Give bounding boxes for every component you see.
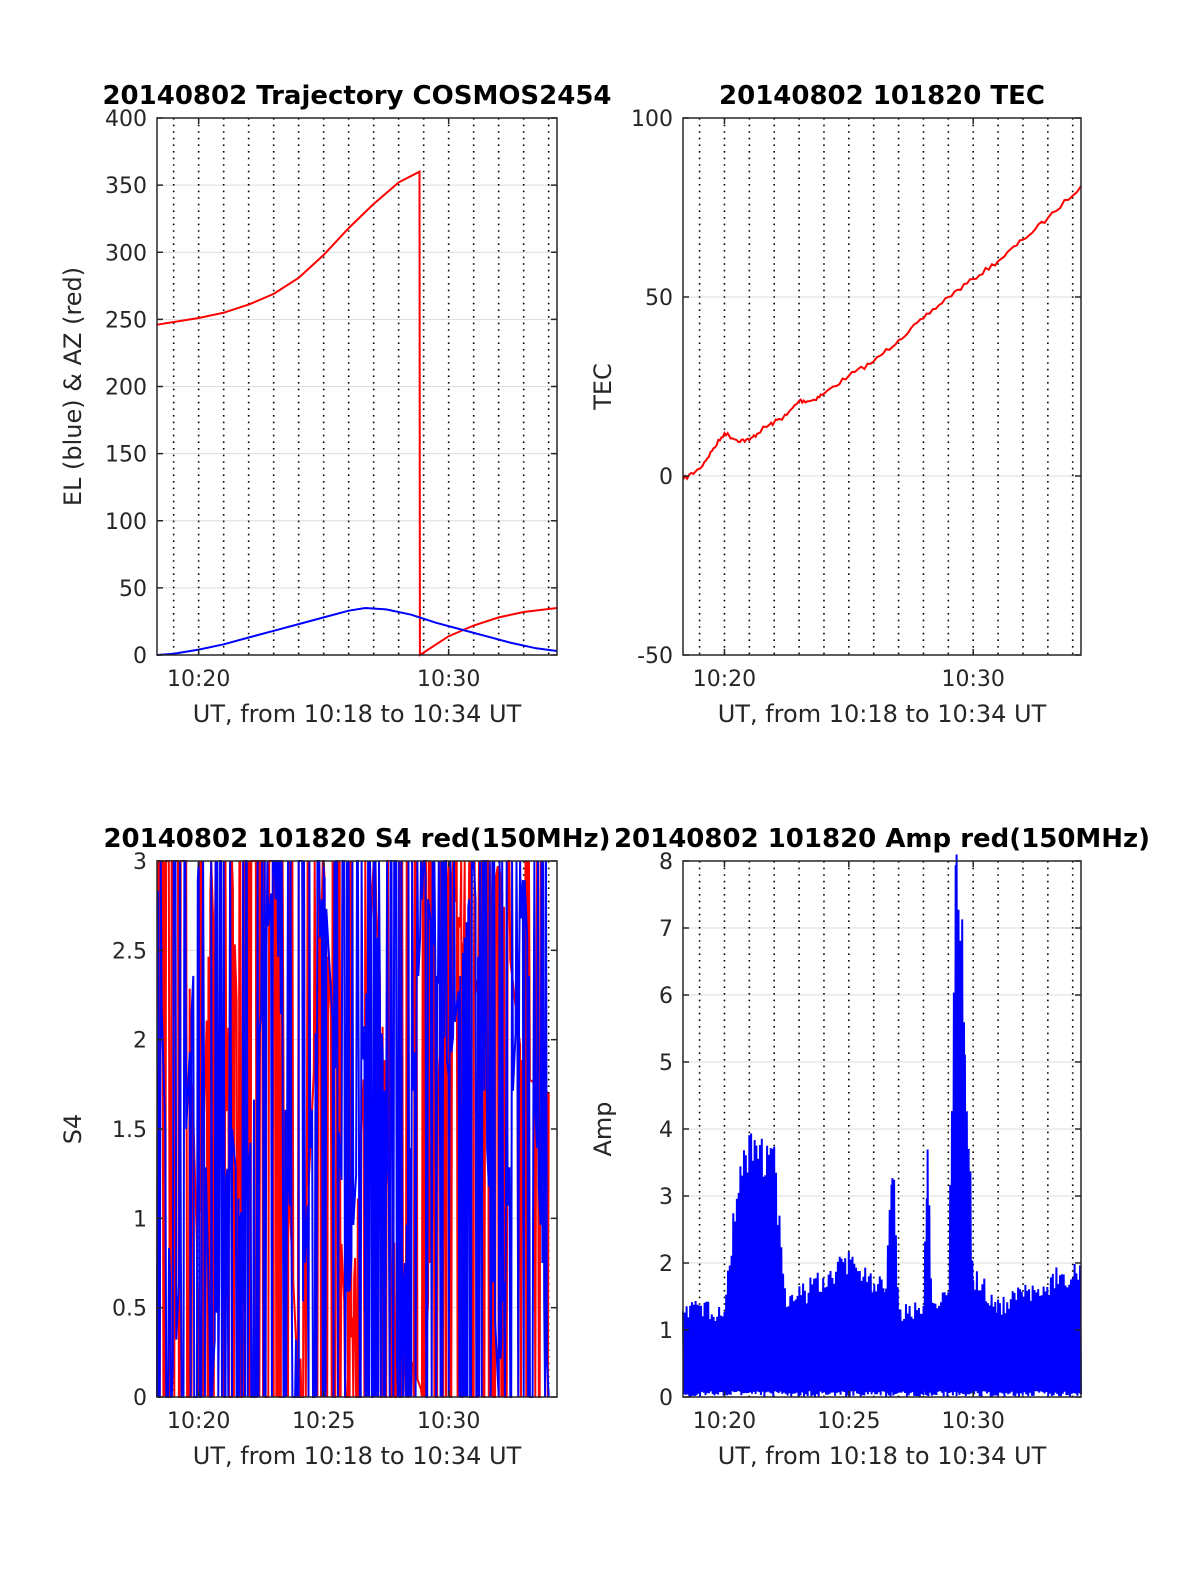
chart-panel-1: 0 50 100 150 200 250 300 350 400 10:20 10:30 201408… [59,81,612,728]
chart-panel-2: -50 0 50 100 10:20 10:30 20140802 101820 TEC UT… [589,81,1082,728]
chart-title: 20140802 101820 Amp red(150MHz) [614,824,1150,854]
x-tick-label: 10:30 [942,667,1005,692]
y-tick-label: 0.5 [112,1297,147,1322]
y-tick-label: 6 [659,984,673,1009]
blue-series-line [156,860,550,1398]
y-tick-label: 8 [659,850,673,875]
y-tick-label: 200 [105,376,147,401]
y-tick-label: 0 [133,1386,147,1411]
x-tick-label: 10:30 [417,1409,480,1434]
y-tick-label: 400 [105,107,147,132]
y-tick-label: 2 [659,1252,673,1277]
x-axis-label: UT, from 10:18 to 10:34 UT [718,1442,1047,1470]
y-tick-label: 3 [659,1185,673,1210]
y-tick-label: 3 [133,850,147,875]
y-axis-label: S4 [59,1114,87,1145]
y-tick-label: 1.5 [112,1118,147,1143]
y-tick-label: 50 [645,286,673,311]
y-tick-label: 0 [659,465,673,490]
y-tick-label: 50 [119,577,147,602]
y-tick-label: 5 [659,1051,673,1076]
y-tick-label: 350 [105,174,147,199]
y-tick-label: 0 [133,644,147,669]
y-tick-label: 2 [133,1029,147,1054]
chart-title: 20140802 101820 TEC [719,81,1045,111]
x-tick-label: 10:20 [693,1409,756,1434]
y-tick-label: 7 [659,917,673,942]
y-tick-label: 150 [105,443,147,468]
chart-panel-3: 0 0.5 1 1.5 2 2.5 3 10:20 10:25 10:30 20140802 101… [59,824,611,1470]
x-axis-label: UT, from 10:18 to 10:34 UT [193,1442,522,1470]
x-tick-label: 10:30 [417,667,480,692]
chart-panel-4: 0 1 2 3 4 5 6 7 8 10:20 10:25 10:30 20140802 101820 … [589,824,1150,1470]
y-tick-label: 4 [659,1118,673,1143]
y-tick-label: 2.5 [112,939,147,964]
blue-series-line [682,854,1082,1398]
y-tick-label: 1 [133,1207,147,1232]
x-tick-label: 10:25 [292,1409,355,1434]
x-tick-label: 10:20 [167,667,230,692]
y-tick-label: 100 [105,510,147,535]
axes-box [682,117,1082,656]
red-series-line [156,170,558,657]
x-tick-label: 10:30 [942,1409,1005,1434]
y-axis-label: TEC [589,363,617,411]
chart-title: 20140802 Trajectory COSMOS2454 [102,81,611,111]
y-axis-label: Amp [589,1101,617,1156]
y-tick-label: 300 [105,241,147,266]
y-tick-label: 0 [659,1386,673,1411]
y-tick-label: 1 [659,1319,673,1344]
x-tick-label: 10:25 [817,1409,880,1434]
y-tick-label: -50 [637,644,673,669]
x-axis-label: UT, from 10:18 to 10:34 UT [718,700,1047,728]
y-tick-label: 100 [631,107,673,132]
y-axis-label: EL (blue) & AZ (red) [59,267,87,506]
x-tick-label: 10:20 [693,667,756,692]
x-tick-label: 10:20 [167,1409,230,1434]
red-series-line [682,185,1082,481]
blue-series-line [156,606,558,656]
y-tick-label: 250 [105,308,147,333]
x-axis-label: UT, from 10:18 to 10:34 UT [193,700,522,728]
chart-title: 20140802 101820 S4 red(150MHz) [103,824,610,854]
